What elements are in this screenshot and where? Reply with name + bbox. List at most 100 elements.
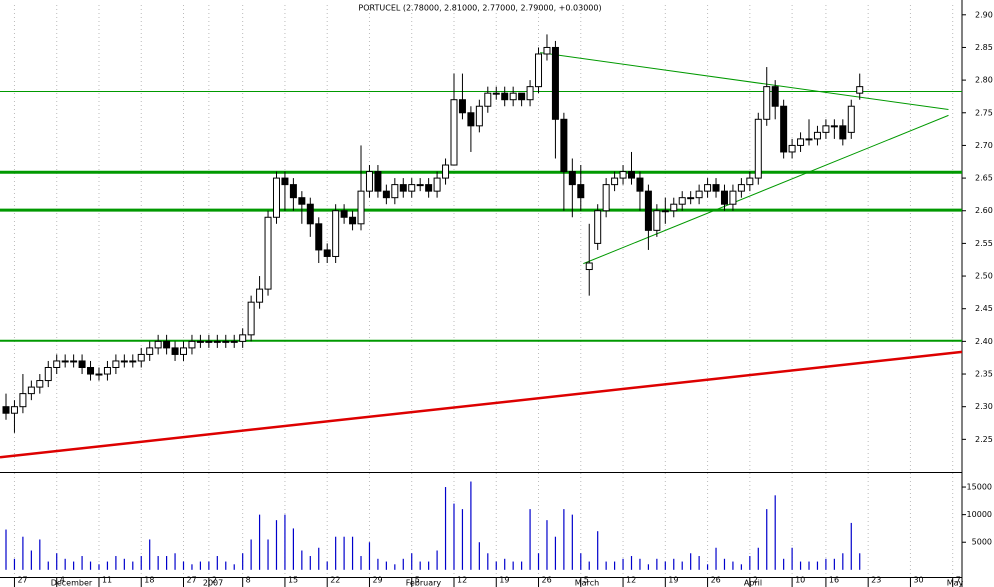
candle-body: [230, 340, 238, 343]
candle-body: [61, 360, 69, 363]
x-tick-label: 26: [542, 576, 552, 585]
y-tick-label: 2.60: [975, 206, 993, 215]
candle-body: [87, 366, 95, 375]
candle-body: [526, 86, 534, 101]
candle-body: [551, 46, 559, 120]
candle-body: [163, 340, 171, 349]
y-tick-label: 2.75: [975, 108, 993, 117]
candle-body: [289, 184, 297, 199]
x-tick-label: 2: [212, 576, 217, 585]
x-tick-label: 12: [457, 576, 467, 585]
x-tick-label: 16: [829, 576, 839, 585]
x-tick-label: 7: [956, 576, 961, 585]
candle-body: [712, 184, 720, 192]
candle-body: [661, 210, 669, 213]
candle-body: [830, 125, 838, 128]
candle-body: [374, 171, 382, 192]
y-tick-label: 2.85: [975, 43, 993, 52]
y-tick-label: 2.80: [975, 76, 993, 85]
candle-body: [70, 360, 78, 363]
candle-body: [822, 125, 830, 133]
candle-body: [695, 190, 703, 199]
candle-body: [205, 340, 213, 343]
candle-body: [628, 171, 636, 179]
x-tick-label: 29: [372, 576, 382, 585]
candle-body: [568, 171, 576, 186]
candle-body: [577, 184, 585, 199]
candle-body: [19, 393, 27, 408]
candle-body: [357, 190, 365, 225]
candle-body: [315, 223, 323, 251]
x-tick-label: 27: [187, 576, 197, 585]
candle-body: [112, 360, 120, 368]
candle-body: [95, 373, 103, 376]
candle-body: [484, 92, 492, 107]
candle-body: [103, 366, 111, 375]
candle-body: [813, 131, 821, 140]
candle-body: [44, 366, 52, 382]
candle-body: [839, 125, 847, 140]
y-tick-label: 2.70: [975, 141, 993, 150]
candle-body: [323, 249, 331, 257]
candle-body: [501, 92, 509, 101]
candle-body: [281, 177, 289, 186]
x-tick-label: 26: [711, 576, 721, 585]
candle-body: [146, 347, 154, 355]
candle-body: [10, 406, 18, 414]
candle-body: [475, 105, 483, 127]
y-tick-label: 2.55: [975, 239, 993, 248]
candle-body: [805, 138, 813, 141]
period-label: March: [575, 579, 599, 587]
x-tick-label: 19: [499, 576, 509, 585]
candle-body: [213, 340, 221, 343]
y-tick-label: 2.50: [975, 272, 993, 281]
candle-body: [746, 177, 754, 186]
candle-body: [408, 184, 416, 192]
candle-body: [272, 177, 280, 218]
candle-body: [602, 184, 610, 212]
x-tick-label: 22: [330, 576, 340, 585]
candle-body: [196, 340, 204, 343]
candle-body: [36, 380, 44, 388]
y-tick-label: 2.35: [975, 370, 993, 379]
period-label: December: [51, 579, 93, 587]
x-tick-label: 19: [668, 576, 678, 585]
y-tick-label: 2.65: [975, 174, 993, 183]
trendline: [583, 114, 949, 265]
candle-body: [349, 216, 357, 225]
trendline: [0, 350, 963, 459]
x-tick-label: 5: [415, 576, 420, 585]
y-tick-label: 2.40: [975, 337, 993, 346]
x-tick-label: 12: [626, 576, 636, 585]
candle-body: [332, 210, 340, 257]
candle-body: [180, 347, 188, 355]
candle-body: [239, 334, 247, 342]
y-tick-label: 2.25: [975, 435, 993, 444]
candle-body: [467, 112, 475, 127]
candle-body: [636, 177, 644, 192]
x-tick-label: 18: [144, 576, 154, 585]
volume-tick-label: 15000: [967, 483, 992, 492]
x-tick-label: 23: [871, 576, 881, 585]
x-tick-label: 30: [913, 576, 923, 585]
candle-body: [797, 138, 805, 146]
candle-body: [619, 171, 627, 179]
candle-body: [425, 184, 433, 192]
candle-body: [247, 301, 255, 336]
candle-body: [433, 177, 441, 192]
candle-body: [365, 171, 373, 192]
candle-body: [737, 184, 745, 192]
x-tick-label: 15: [288, 576, 298, 585]
candle-body: [585, 262, 593, 271]
volume-tick-label: 5000: [972, 538, 992, 547]
y-tick-label: 2.30: [975, 402, 993, 411]
volume-tick-label: 10000: [967, 510, 992, 519]
candle-body: [763, 86, 771, 120]
candle-body: [188, 340, 196, 349]
candle-body: [264, 216, 272, 290]
candle-body: [53, 360, 61, 368]
candle-body: [780, 105, 788, 153]
candle-body: [391, 184, 399, 199]
candle-body: [298, 197, 306, 205]
